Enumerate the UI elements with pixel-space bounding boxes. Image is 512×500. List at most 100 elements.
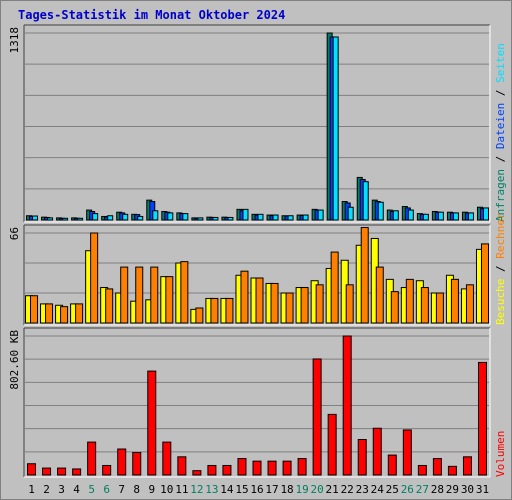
bar-seiten-day-28 bbox=[437, 211, 444, 221]
bar-seiten-day-3 bbox=[62, 217, 69, 221]
x-tick-label-21: 21 bbox=[326, 483, 339, 496]
bar-seiten-day-27 bbox=[422, 213, 429, 221]
bar-seiten-day-7 bbox=[122, 213, 129, 221]
x-tick-label-31: 31 bbox=[476, 483, 489, 496]
y-max-label: 1318 bbox=[8, 27, 21, 54]
bar-volumen-day-24 bbox=[372, 427, 382, 476]
legend-text: Besuche / Rechner bbox=[494, 212, 507, 325]
x-tick-label-4: 4 bbox=[73, 483, 80, 496]
bar-rechner-day-11 bbox=[180, 261, 189, 324]
bar-volumen-day-14 bbox=[222, 464, 232, 476]
bar-rechner-day-24 bbox=[375, 266, 384, 324]
legend-text: Anfragen / Dateien / Seiten bbox=[494, 43, 507, 222]
bar-seiten-day-12 bbox=[197, 217, 204, 221]
x-tick-label-7: 7 bbox=[118, 483, 125, 496]
bar-volumen-day-22 bbox=[342, 335, 352, 476]
bar-rechner-day-7 bbox=[120, 266, 129, 324]
bar-volumen-day-29 bbox=[447, 465, 457, 476]
bar-seiten-day-15 bbox=[242, 208, 249, 221]
bar-rechner-day-2 bbox=[45, 303, 54, 324]
plot-area bbox=[24, 25, 490, 222]
x-tick-label-29: 29 bbox=[446, 483, 459, 496]
x-tick-label-12: 12 bbox=[190, 483, 203, 496]
x-tick-label-19: 19 bbox=[295, 483, 308, 496]
legend-top: Anfragen / Dateien / Seiten bbox=[494, 43, 507, 222]
x-axis-labels: 1 2 3 4 5 6 7 8 9 10 11 12 13 14 15 16 17 18 19 20 21 22 23 24 2… bbox=[28, 483, 489, 496]
x-tick-label-30: 30 bbox=[461, 483, 474, 496]
bar-volumen-day-6 bbox=[102, 464, 112, 476]
bar-rechner-day-31 bbox=[480, 243, 489, 324]
x-tick-label-8: 8 bbox=[133, 483, 140, 496]
panel-top: 1318 Anfragen / Dateien / Seiten bbox=[8, 24, 507, 223]
legend-entry-seiten: Seiten bbox=[494, 43, 507, 83]
legend-entry-dateien: Dateien bbox=[494, 103, 507, 149]
bar-seiten-day-8 bbox=[137, 215, 144, 221]
x-tick-label-22: 22 bbox=[341, 483, 354, 496]
y-max-label: 802.60 KB bbox=[8, 330, 21, 390]
bar-rechner-day-29 bbox=[450, 278, 459, 324]
bar-rechner-day-26 bbox=[405, 278, 414, 324]
bar-seiten-day-26 bbox=[407, 209, 414, 221]
bar-volumen-day-31 bbox=[477, 361, 487, 476]
bar-volumen-day-13 bbox=[207, 464, 217, 476]
chart-title: Tages-Statistik im Monat Oktober 2024 bbox=[18, 8, 285, 22]
bar-seiten-day-23 bbox=[362, 181, 369, 221]
bar-seiten-day-30 bbox=[467, 212, 474, 221]
bar-volumen-day-21 bbox=[327, 413, 337, 476]
bar-rechner-day-25 bbox=[390, 291, 399, 324]
bar-seiten-day-31 bbox=[482, 207, 489, 221]
bar-rechner-day-9 bbox=[150, 266, 159, 324]
x-tick-label-14: 14 bbox=[220, 483, 234, 496]
x-tick-label-26: 26 bbox=[401, 483, 414, 496]
chart-panels: 1318 Anfragen / Dateien / Seiten 66 Besuche… bbox=[8, 24, 507, 478]
bar-rechner-day-12 bbox=[195, 307, 204, 324]
bar-seiten-day-4 bbox=[77, 217, 84, 221]
bar-seiten-day-29 bbox=[452, 212, 459, 221]
bar-seiten-day-10 bbox=[167, 212, 174, 221]
bar-seiten-day-18 bbox=[287, 215, 294, 221]
legend-entry-rechner: Rechner bbox=[494, 212, 507, 259]
bar-volumen-day-25 bbox=[387, 454, 397, 476]
bar-volumen-day-10 bbox=[162, 441, 172, 476]
x-tick-label-24: 24 bbox=[371, 483, 385, 496]
legend-separator: / bbox=[494, 259, 507, 279]
bar-rechner-day-23 bbox=[360, 227, 369, 324]
bar-seiten-day-9 bbox=[152, 210, 159, 221]
bar-rechner-day-13 bbox=[210, 297, 219, 324]
x-tick-label-25: 25 bbox=[386, 483, 399, 496]
bar-volumen-day-11 bbox=[177, 456, 187, 476]
bar-volumen-day-2 bbox=[42, 467, 52, 476]
bar-volumen-day-28 bbox=[432, 458, 442, 476]
x-tick-label-5: 5 bbox=[88, 483, 95, 496]
bar-rechner-day-27 bbox=[420, 287, 429, 324]
bar-seiten-day-13 bbox=[212, 216, 219, 221]
bar-rechner-day-8 bbox=[135, 266, 144, 324]
x-tick-label-6: 6 bbox=[103, 483, 110, 496]
x-tick-label-17: 17 bbox=[265, 483, 278, 496]
y-max-label: 66 bbox=[8, 227, 21, 240]
bar-seiten-day-6 bbox=[107, 215, 114, 221]
panel-middle: 66 Besuche / Rechner bbox=[8, 212, 507, 326]
bar-rechner-day-6 bbox=[105, 288, 114, 324]
panel-bottom: 802.60 KB Volumen bbox=[8, 327, 507, 478]
bar-rechner-day-1 bbox=[30, 295, 39, 324]
bar-rechner-day-10 bbox=[165, 276, 174, 324]
bar-volumen-day-4 bbox=[72, 468, 82, 476]
x-tick-label-27: 27 bbox=[416, 483, 429, 496]
legend-middle: Besuche / Rechner bbox=[494, 212, 507, 325]
bar-rechner-day-14 bbox=[225, 297, 234, 324]
bar-volumen-day-30 bbox=[462, 456, 472, 476]
x-tick-label-11: 11 bbox=[175, 483, 188, 496]
x-tick-label-23: 23 bbox=[356, 483, 369, 496]
legend-entry-volumen: Volumen bbox=[494, 431, 507, 477]
bar-rechner-day-18 bbox=[285, 292, 294, 324]
bar-volumen-day-26 bbox=[402, 429, 412, 476]
bar-rechner-day-22 bbox=[345, 284, 354, 324]
bar-seiten-day-2 bbox=[47, 217, 54, 221]
bar-seiten-day-11 bbox=[182, 213, 189, 221]
bar-seiten-day-21 bbox=[332, 36, 339, 221]
x-tick-label-20: 20 bbox=[311, 483, 324, 496]
x-tick-label-2: 2 bbox=[43, 483, 50, 496]
bar-volumen-day-15 bbox=[237, 458, 247, 476]
